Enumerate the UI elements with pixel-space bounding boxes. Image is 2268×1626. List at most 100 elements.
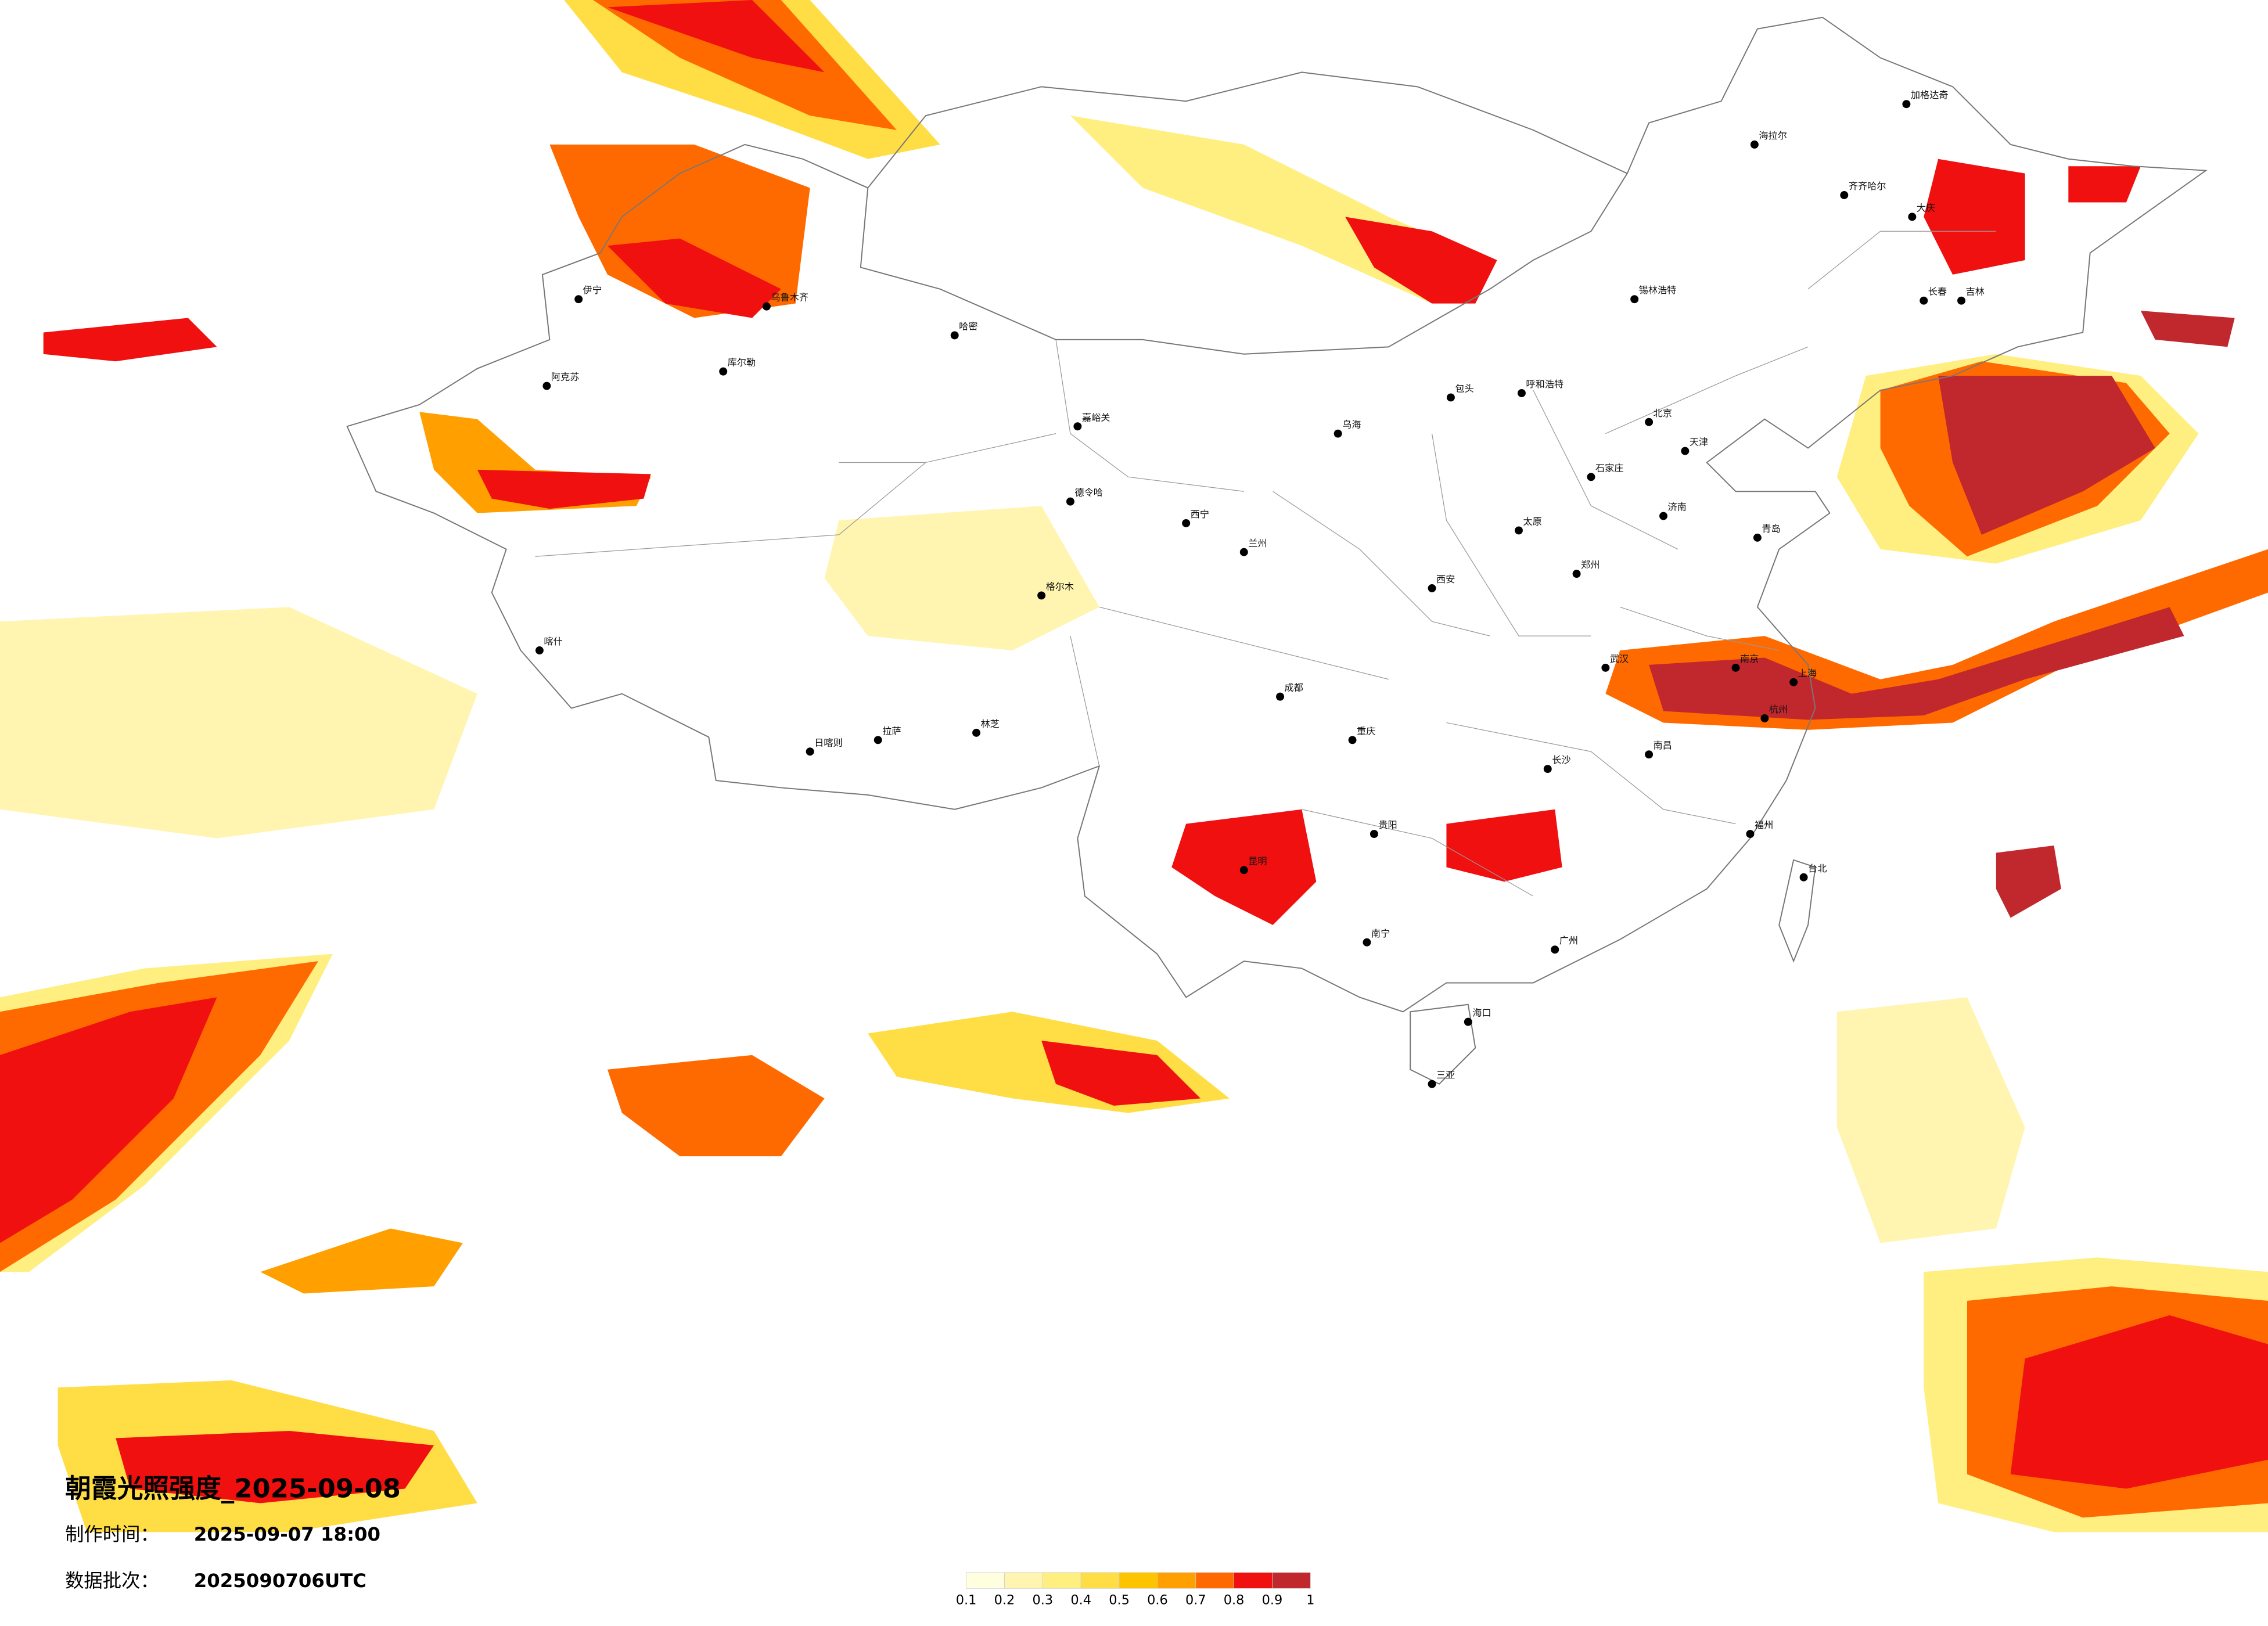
city-dot [1517,389,1526,397]
city-dot [1543,765,1552,774]
city-dot [950,331,959,340]
heat-blob [477,469,651,509]
city-dot [1276,692,1285,701]
heat-blob [1345,217,1497,304]
city-label: 格尔木 [1046,581,1074,592]
city-label: 日喀则 [814,737,843,748]
city-label: 包头 [1455,383,1473,394]
city-dot [1514,526,1523,535]
city-label: 林芝 [981,718,1000,729]
title: 朝霞光照强度_2025-09-08 [65,1473,401,1504]
city-label: 阿克苏 [551,372,580,383]
city-dot [542,382,551,390]
city-dot [1630,295,1639,304]
city-dot [762,302,771,311]
heat-blob [0,607,477,839]
heat-blob [2068,166,2141,203]
heat-blob [824,506,1099,650]
colorbar-tick-label: 0.8 [1224,1593,1245,1608]
city-label: 嘉峪关 [1082,412,1110,423]
colorbar-cell [1119,1572,1158,1589]
city-dot [1363,938,1371,947]
colorbar-tick-label: 0.6 [1147,1593,1168,1608]
colorbar-cell [1195,1572,1234,1589]
city-dot [1681,447,1690,455]
city-label: 乌海 [1342,419,1361,430]
city-dot [1840,191,1849,199]
city-dot [719,367,728,376]
city-label: 南宁 [1371,928,1390,939]
colorbar-cell [1004,1572,1043,1589]
batch-label: 数据批次： [65,1570,159,1592]
city-label: 锡林浩特 [1639,285,1677,296]
colorbar-tick-label: 0.2 [994,1593,1015,1608]
city-label: 海拉尔 [1759,130,1787,141]
city-dot [1659,512,1667,520]
city-label: 西安 [1436,574,1455,585]
city-dot [1239,866,1248,875]
city-dot [1037,591,1046,600]
heat-blob [607,238,781,318]
heat-blob [2140,311,2235,347]
city-label: 加格达奇 [1911,89,1949,100]
city-label: 西宁 [1191,509,1209,520]
city-label: 大庆 [1917,202,1935,213]
china-outline [346,16,2208,1013]
city-dot [1902,100,1911,109]
heat-blob [116,1431,434,1503]
city-label: 长春 [1928,286,1947,297]
city-dot [1789,678,1798,686]
city-dot [1428,584,1436,592]
city-label: 呼和浩特 [1526,379,1563,390]
city-label: 长沙 [1552,754,1570,765]
province-lines [535,231,1996,897]
city-dot [1073,422,1082,431]
city-dot [1551,945,1559,954]
city-label: 太原 [1523,516,1541,527]
city-label: 三亚 [1436,1070,1455,1081]
city-dot [1645,750,1654,759]
city-label: 石家庄 [1595,462,1624,473]
city-label: 成都 [1285,682,1303,693]
colorbar-tick-label: 0.7 [1185,1593,1206,1608]
city-dot [1587,473,1595,481]
city-label: 乌鲁木齐 [771,292,808,303]
borders [346,16,2208,1085]
city-label: 贵阳 [1378,819,1397,830]
city-label: 南京 [1740,653,1759,664]
heat-blob [607,1055,825,1157]
heat-blob [1446,809,1562,882]
heat-blob [2010,1315,2268,1489]
city-label: 拉萨 [882,725,901,736]
city-dot [1731,663,1740,672]
city-dot [1601,663,1610,672]
heat-blob [260,1228,463,1294]
city-dot [972,728,981,737]
made-time: 2025-09-07 18:00 [194,1523,380,1545]
city-dot [1908,213,1917,221]
city-dot [1182,519,1191,527]
city-label: 库尔勒 [728,357,756,368]
city-dot [1753,533,1762,542]
city-dot [1066,497,1074,506]
colorbar-cell [966,1572,1005,1589]
city-dot [1750,140,1759,149]
heat-blob [593,0,897,130]
colorbar-cell [1234,1572,1273,1589]
heat-blob [43,318,217,362]
mongolia-border [867,71,1628,189]
heat-blob [1649,607,2184,720]
city-dot [874,736,882,744]
city-dot [1799,873,1808,882]
city-label: 昆明 [1248,855,1267,866]
city-dot [574,295,583,304]
colorbar: 0.1 0.2 0.3 0.4 0.5 0.6 0.7 0.8 0.9 1 [956,1572,1314,1608]
city-dot [806,747,814,756]
colorbar-tick-label: 1 [1306,1593,1314,1608]
city-label: 上海 [1798,668,1817,679]
city-dot [1920,296,1928,305]
city-label: 济南 [1667,502,1686,513]
colorbar-tick-label: 0.9 [1262,1593,1283,1608]
city-label: 海口 [1472,1008,1491,1019]
